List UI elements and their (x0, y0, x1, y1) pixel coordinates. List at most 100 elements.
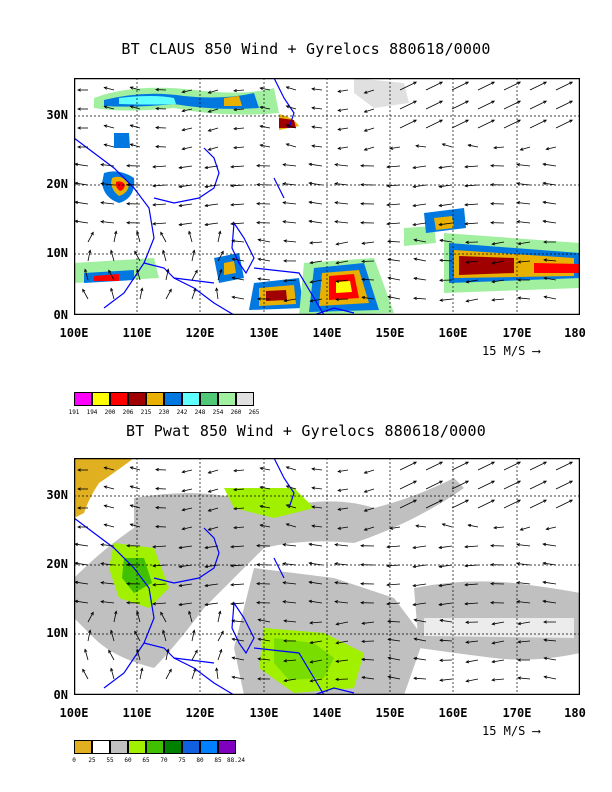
wind-vector-head (160, 231, 164, 236)
wind-vector-head (308, 200, 313, 205)
wind-vector-head (152, 165, 156, 169)
wind-vector (260, 467, 271, 471)
wind-vector (477, 119, 495, 129)
wind-vector (543, 163, 557, 167)
wind-vector (191, 630, 195, 642)
wind-vector (414, 657, 427, 661)
wind-vector-head (516, 163, 521, 167)
legend-label: 65 (142, 757, 150, 764)
wind-vector-head (103, 523, 108, 527)
wind-vector (165, 269, 169, 281)
wind-vector-head (439, 258, 443, 263)
wind-vector-head (152, 184, 156, 188)
wind-vector-head (387, 276, 392, 280)
wind-vector-head (386, 222, 390, 226)
wind-vector (260, 505, 271, 509)
wind-vector (555, 480, 573, 490)
wind-vector (529, 480, 547, 490)
wind-vector-head (337, 507, 342, 511)
wind-vector-head (231, 656, 236, 660)
wind-vector-head (464, 222, 468, 226)
wind-vector-head (181, 109, 186, 113)
wind-vector-head (285, 105, 290, 109)
wind-vector (439, 184, 453, 188)
wind-vector-head (412, 165, 417, 170)
wind-vector-head (491, 678, 496, 682)
wind-vector (543, 600, 557, 604)
legend-label: 191 (68, 409, 80, 416)
wind-vector-head (178, 203, 183, 208)
wind-vector-head (413, 81, 418, 85)
wind-vector-head (335, 279, 340, 283)
wind-vector (286, 523, 297, 528)
wind-vector-head (215, 667, 219, 672)
legend-label: 260 (230, 409, 242, 416)
wind-vector-head (282, 562, 287, 566)
wind-vector (388, 657, 401, 661)
wind-vector-head (413, 637, 418, 641)
wind-vector (205, 165, 219, 169)
wind-vector (413, 165, 427, 169)
bottom-lon-label-180: 180 (564, 706, 586, 720)
wind-vector (387, 165, 401, 168)
wind-vector-head (256, 164, 260, 168)
wind-vector-head (233, 88, 237, 93)
wind-vector-head (220, 250, 224, 255)
wind-vector-head (207, 527, 212, 531)
wind-vector (520, 146, 531, 151)
top-lon-label-100e: 100E (59, 326, 89, 340)
wind-vector-head (152, 564, 156, 568)
wind-vector-head (569, 480, 574, 484)
wind-vector (544, 676, 557, 680)
wind-vector (451, 461, 469, 471)
wind-vector-head (309, 241, 313, 245)
wind-vector-head (257, 297, 261, 301)
wind-vector (477, 100, 495, 110)
wind-vector (208, 507, 219, 512)
wind-vector-head (361, 621, 366, 625)
wind-vector-head (155, 468, 159, 472)
wind-vector (388, 676, 401, 680)
wind-vector-head (490, 202, 494, 206)
wind-vector (451, 81, 469, 91)
top-map-panel (74, 78, 580, 315)
wind-vector-head (193, 667, 197, 672)
top-lat-label-20n: 20N (46, 177, 68, 191)
top-lat-label-30n: 30N (46, 108, 68, 122)
bottom-lat-label-20n: 20N (46, 557, 68, 571)
wind-vector (543, 220, 557, 224)
legend-swatch (128, 392, 146, 406)
wind-vector (520, 526, 531, 531)
wind-vector (136, 231, 141, 243)
wind-vector-head (545, 527, 550, 531)
wind-vector-head (126, 544, 130, 548)
wind-vector-head (257, 238, 262, 242)
wind-vector (362, 296, 375, 300)
wind-vector (283, 563, 297, 566)
wind-vector-head (311, 144, 316, 148)
wind-vector (518, 241, 531, 245)
legend-label: 200 (104, 409, 116, 416)
wind-vector-head (136, 610, 140, 615)
wind-vector-head (490, 183, 494, 187)
wind-vector-head (491, 298, 496, 302)
legend-label: 55 (106, 757, 114, 764)
wind-vector-head (114, 230, 118, 235)
wind-vector (179, 222, 193, 226)
wind-vector-head (90, 231, 94, 236)
wind-vector (258, 239, 271, 243)
wind-vector (101, 544, 115, 547)
wind-vector-head (361, 639, 365, 644)
wind-vector-head (218, 230, 222, 235)
wind-vector-head (334, 182, 339, 186)
wind-vector-head (259, 485, 264, 490)
wind-vector-head (100, 562, 105, 566)
wind-vector (312, 88, 323, 91)
wind-vector-head (103, 105, 108, 109)
wind-vector (451, 499, 469, 509)
wind-vector (179, 583, 193, 587)
wind-vector-head (465, 240, 469, 244)
wind-vector (416, 145, 427, 148)
wind-vector (413, 602, 427, 606)
wind-vector (286, 143, 297, 148)
